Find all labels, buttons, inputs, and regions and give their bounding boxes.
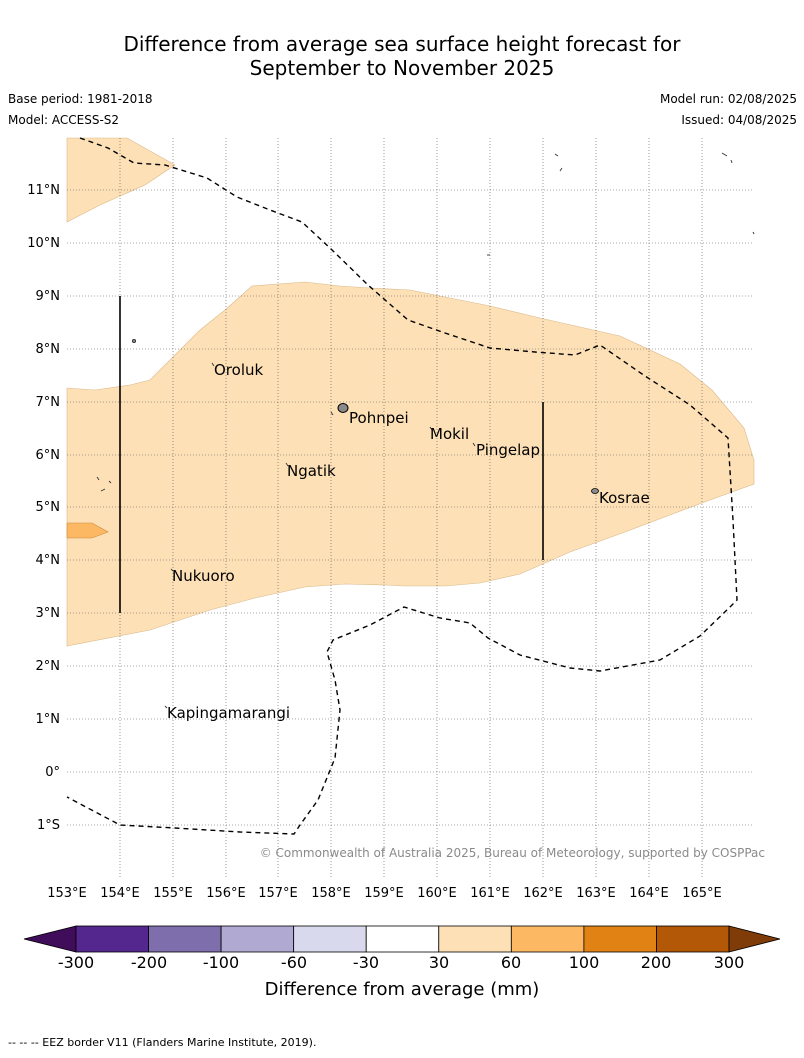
copyright-notice: © Commonwealth of Australia 2025, Bureau… bbox=[260, 846, 765, 860]
place-label-pohnpei: Pohnpei bbox=[349, 409, 409, 427]
legend-swatch bbox=[148, 925, 222, 953]
lon-label: 164°E bbox=[629, 886, 669, 901]
legend-swatch bbox=[75, 925, 149, 953]
legend-tick: -100 bbox=[203, 953, 239, 972]
place-label-nukuoro: Nukuoro bbox=[172, 567, 235, 585]
legend-swatch bbox=[438, 925, 512, 953]
legend-tick: -300 bbox=[58, 953, 94, 972]
lon-label: 162°E bbox=[523, 886, 563, 901]
lat-label: 5°N bbox=[36, 500, 61, 515]
legend-tick: -60 bbox=[281, 953, 307, 972]
lon-label: 158°E bbox=[311, 886, 351, 901]
lon-label: 155°E bbox=[153, 886, 193, 901]
latitude-labels: 11°N 10°N 9°N 8°N 7°N 6°N 5°N 4°N 3°N 2°… bbox=[27, 183, 60, 833]
legend-extend-high bbox=[728, 925, 781, 953]
lat-label: 2°N bbox=[36, 659, 61, 674]
lat-label: 11°N bbox=[27, 183, 60, 198]
lat-label: 1°N bbox=[36, 712, 61, 727]
lon-label: 165°E bbox=[682, 886, 722, 901]
pohnpei-island bbox=[337, 403, 349, 413]
lat-label: 1°S bbox=[37, 818, 60, 833]
lat-label: 4°N bbox=[36, 553, 61, 568]
lat-label: 8°N bbox=[36, 342, 61, 357]
lat-label: 3°N bbox=[36, 606, 61, 621]
place-label-kapingamarangi: Kapingamarangi bbox=[167, 704, 290, 722]
lon-label: 156°E bbox=[206, 886, 246, 901]
small-islets bbox=[96, 152, 755, 709]
lat-label: 10°N bbox=[27, 236, 60, 251]
anomaly-region-30-60-main bbox=[66, 281, 755, 647]
lon-label: 157°E bbox=[258, 886, 298, 901]
legend-title: Difference from average (mm) bbox=[265, 979, 540, 1000]
legend-tick: 300 bbox=[714, 953, 745, 972]
legend-swatch bbox=[220, 925, 295, 953]
legend-extend-low bbox=[23, 925, 77, 953]
lon-label: 161°E bbox=[470, 886, 510, 901]
lon-label: 159°E bbox=[364, 886, 404, 901]
place-names: Oroluk Pohnpei Mokil Pingelap Ngatik Kos… bbox=[167, 361, 650, 722]
place-label-ngatik: Ngatik bbox=[287, 462, 336, 480]
legend-swatch bbox=[510, 925, 585, 953]
place-label-mokil: Mokil bbox=[430, 425, 469, 443]
anomaly-region-60-100 bbox=[66, 522, 109, 539]
issued-label: Issued: 04/08/2025 bbox=[681, 113, 797, 127]
eez-border bbox=[66, 137, 738, 835]
lon-label: 163°E bbox=[576, 886, 616, 901]
longitude-labels: 153°E 154°E 155°E 156°E 157°E 158°E 159°… bbox=[47, 886, 722, 901]
lat-label: 7°N bbox=[36, 395, 61, 410]
lon-label: 154°E bbox=[100, 886, 140, 901]
legend-tick: -30 bbox=[353, 953, 379, 972]
legend-swatch bbox=[656, 925, 730, 953]
lon-label: 160°E bbox=[417, 886, 457, 901]
legend-swatch bbox=[293, 925, 367, 953]
legend-swatch bbox=[583, 925, 657, 953]
model-label: Model: ACCESS-S2 bbox=[8, 113, 120, 127]
anomaly-region-30-60-north bbox=[66, 137, 176, 223]
title-line-2: September to November 2025 bbox=[249, 56, 555, 80]
lat-label: 0° bbox=[45, 765, 60, 780]
legend-tick: 30 bbox=[429, 953, 449, 972]
legend-ticks: -300 -200 -100 -60 -30 30 60 100 200 300 bbox=[58, 953, 744, 972]
lat-label: 9°N bbox=[36, 289, 61, 304]
legend-swatches bbox=[23, 925, 781, 953]
model-run-label: Model run: 02/08/2025 bbox=[659, 92, 797, 106]
legend-swatch bbox=[365, 925, 440, 953]
place-label-oroluk: Oroluk bbox=[214, 361, 263, 379]
legend-tick: 200 bbox=[641, 953, 672, 972]
legend-tick: -200 bbox=[131, 953, 167, 972]
legend-tick: 60 bbox=[501, 953, 521, 972]
base-period-label: Base period: 1981-2018 bbox=[8, 92, 153, 106]
page-title: Difference from average sea surface heig… bbox=[0, 32, 804, 80]
legend-tick: 100 bbox=[569, 953, 600, 972]
title-line-1: Difference from average sea surface heig… bbox=[123, 32, 681, 56]
eez-footnote: -- -- -- EEZ border V11 (Flanders Marine… bbox=[8, 1036, 317, 1049]
lat-label: 6°N bbox=[36, 448, 61, 463]
lon-label: 153°E bbox=[47, 886, 87, 901]
kosrae-island bbox=[591, 488, 599, 494]
place-label-kosrae: Kosrae bbox=[599, 489, 650, 507]
place-label-pingelap: Pingelap bbox=[476, 441, 540, 459]
